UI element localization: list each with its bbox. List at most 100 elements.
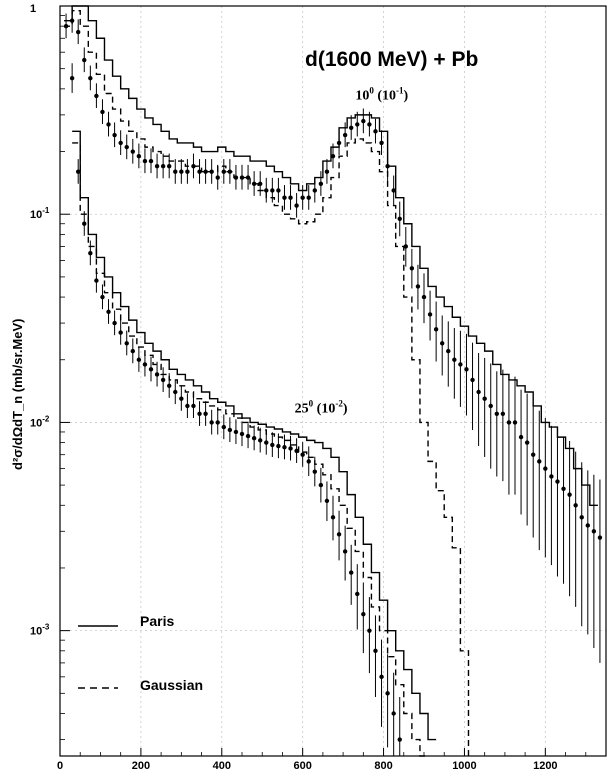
data-point [427,312,433,317]
data-point [82,57,87,63]
series-line-1 [64,9,470,756]
data-point [543,466,548,471]
data-point [239,431,245,437]
data-point [336,532,342,537]
data-point [227,427,233,433]
data-point [300,452,305,457]
data-point [524,440,530,445]
data-point [154,164,160,169]
data-point [106,122,111,127]
data-point [191,403,196,409]
data-point [342,549,348,554]
data-point [191,164,196,169]
data-point [276,443,281,449]
data-point [130,149,135,154]
data-point [258,438,263,443]
data-points-layer [63,8,603,756]
data-point [373,648,378,654]
data-point [136,153,142,159]
data-point [227,169,233,174]
data-point [324,498,330,504]
data-point [549,474,554,479]
data-point [506,420,512,425]
data-point [185,403,190,409]
annotations: 100 (10-1) 250 (10-2) [295,86,409,417]
data-point [245,175,251,180]
data-point [379,674,384,680]
data-point [142,362,148,367]
x-axis-ticks: 0 200 400 600 800 1000 1200 [57,748,587,772]
data-point [215,420,220,425]
data-point [537,459,542,464]
data-point [452,357,457,362]
data-point [203,169,208,174]
data-point [567,492,572,497]
x-tick-label: 600 [293,760,311,772]
data-point [282,195,287,200]
data-point [500,411,506,417]
data-point [76,29,81,35]
chart-title: d(1600 MeV) + Pb [305,48,478,71]
data-point [312,469,317,474]
data-point [167,383,172,388]
data-point [421,294,427,300]
data-point [245,433,251,439]
data-point [69,76,75,81]
data-point [470,377,475,383]
data-point [336,140,342,146]
data-point [221,169,226,174]
data-point [276,188,281,193]
data-point [585,523,590,528]
data-point [318,482,324,488]
data-point [94,93,99,99]
data-point [106,309,111,314]
data-point [197,411,202,417]
data-point [397,737,402,742]
data-point [270,442,275,448]
data-point [148,158,154,164]
data-point [342,132,348,138]
data-point [69,18,75,23]
data-point [494,411,499,417]
data-point [179,396,184,401]
x-tick-label: 200 [132,760,150,772]
data-point [63,23,69,29]
data-point [367,628,372,633]
data-point [82,221,87,226]
data-point [391,188,396,193]
angle-annotation-1: 250 (10-2) [295,398,348,416]
data-point [251,181,257,186]
data-point [555,479,560,484]
data-point [239,175,245,180]
x-tick-label: 800 [374,760,392,772]
data-point [136,357,142,362]
data-point [464,367,469,372]
data-point [233,175,239,180]
legend: Paris Gaussian [78,613,203,693]
data-point [361,611,366,617]
data-point [258,181,263,186]
data-point [148,367,154,372]
data-point [361,118,366,124]
data-point [124,341,129,346]
data-point [330,153,336,159]
data-point [482,396,487,401]
data-point [518,434,524,440]
legend-label-paris: Paris [140,613,174,629]
data-point [197,169,202,174]
data-point [167,164,172,169]
data-point [379,140,384,146]
data-point [173,169,178,174]
data-point [264,440,269,445]
data-point [531,452,536,457]
x-tick-label: 400 [213,760,231,772]
data-point [391,711,396,716]
data-point [440,341,445,346]
data-point [203,411,208,417]
data-point [397,216,402,222]
data-point [173,389,178,395]
data-point [100,109,105,115]
data-point [312,188,317,193]
